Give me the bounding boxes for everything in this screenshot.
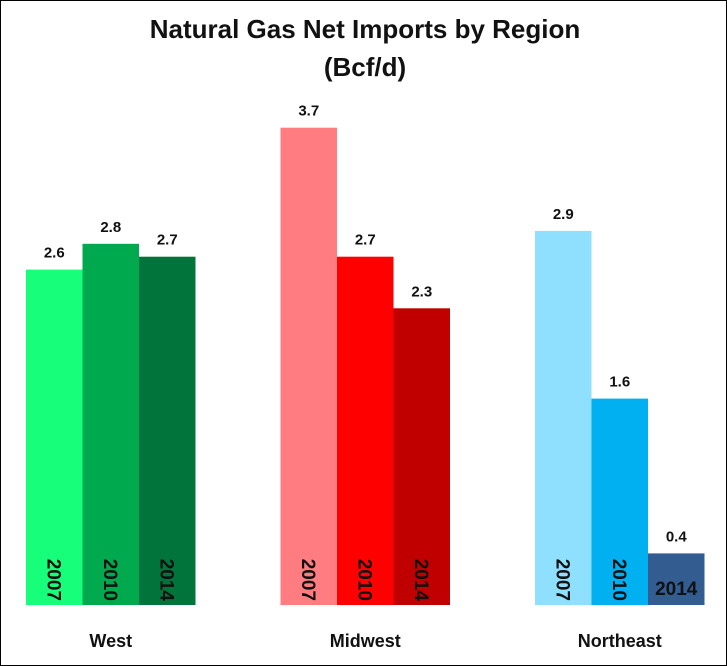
bar-year-label: 2014	[655, 579, 698, 600]
data-label: 3.7	[298, 103, 319, 120]
data-label: 1.6	[609, 374, 630, 391]
data-label: 2.8	[100, 219, 121, 236]
x-tick-label: Northeast	[578, 631, 662, 651]
data-label: 0.4	[666, 528, 688, 545]
bar	[26, 269, 83, 605]
x-tick-label: West	[89, 631, 132, 651]
bar	[82, 243, 139, 606]
bar	[591, 398, 648, 605]
chart-title: Natural Gas Net Imports by Region	[150, 14, 581, 44]
data-label: 2.7	[157, 232, 178, 249]
bar-year-label: 2010	[608, 559, 629, 601]
bar-year-label: 2007	[551, 559, 572, 601]
data-label: 2.7	[355, 232, 376, 249]
data-label: 2.6	[44, 245, 65, 262]
chart-subtitle: (Bcf/d)	[324, 52, 406, 82]
data-label: 2.3	[411, 283, 432, 300]
data-label: 2.9	[553, 206, 574, 223]
bar-year-label: 2007	[297, 559, 318, 601]
bar	[337, 256, 394, 605]
bar-year-label: 2014	[155, 559, 176, 602]
bar-year-label: 2010	[353, 559, 374, 601]
x-tick-label: Midwest	[330, 631, 401, 651]
bar	[280, 127, 337, 605]
bar	[648, 553, 705, 605]
bar-year-label: 2010	[99, 559, 120, 601]
bar-year-label: 2014	[410, 559, 431, 602]
bar	[393, 308, 450, 605]
bar-year-label: 2007	[42, 559, 63, 601]
bar	[535, 230, 592, 605]
bar	[139, 256, 196, 605]
